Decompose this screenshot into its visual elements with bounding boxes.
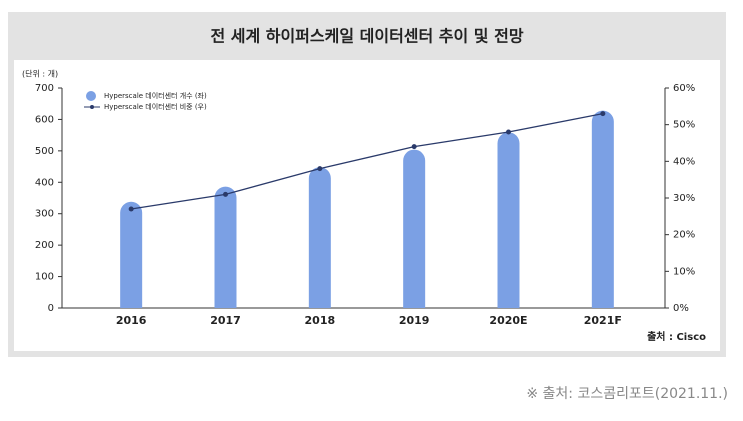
x-tick-label: 2017 [210, 314, 241, 327]
y-tick-label: 0 [48, 303, 54, 314]
source: 출처 : Cisco [647, 330, 706, 343]
y2-tick-label: 10% [673, 266, 695, 277]
y2-tick-label: 30% [673, 193, 695, 204]
y2-tick-label: 0% [673, 303, 689, 314]
legend-marker [90, 105, 94, 109]
footer-note: ※ 출처: 코스콤리포트(2021.11.) [526, 386, 728, 402]
x-tick-label: 2021F [584, 314, 622, 327]
y-tick-label: 500 [35, 146, 54, 157]
y-tick-label: 200 [35, 240, 54, 251]
y-tick-label: 600 [35, 114, 54, 125]
x-tick-label: 2018 [305, 314, 336, 327]
x-tick-label: 2016 [116, 314, 147, 327]
y-tick-label: 100 [35, 272, 54, 283]
legend-label: Hyperscale 데이터센터 비중 (우) [104, 102, 207, 111]
y2-tick-label: 50% [673, 120, 695, 131]
bar [497, 132, 520, 308]
line-point [506, 129, 511, 135]
legend-label: Hyperscale 데이터센터 개수 (좌) [104, 91, 207, 100]
y2-tick-label: 40% [673, 156, 695, 167]
y-tick-label: 700 [35, 83, 54, 94]
chart-title: 전 세계 하이퍼스케일 데이터센터 추이 및 전망 [210, 27, 523, 46]
x-tick-label: 2020E [489, 314, 527, 327]
line-point [223, 191, 228, 197]
y2-tick-label: 60% [673, 83, 695, 94]
line [131, 113, 603, 210]
line-point [411, 144, 417, 150]
bar [591, 110, 614, 309]
y-tick-label: 300 [35, 209, 54, 220]
bar [308, 167, 331, 308]
bar [214, 186, 237, 308]
line-point [317, 166, 323, 172]
legend-marker [86, 91, 96, 101]
bar [120, 201, 143, 308]
bar [403, 149, 426, 308]
y-tick-label: 400 [35, 177, 54, 188]
y2-tick-label: 20% [673, 230, 695, 241]
line-point [600, 111, 606, 117]
unit-label: (단위 : 개) [22, 69, 58, 79]
x-tick-label: 2019 [399, 314, 430, 327]
line-point [128, 206, 134, 212]
